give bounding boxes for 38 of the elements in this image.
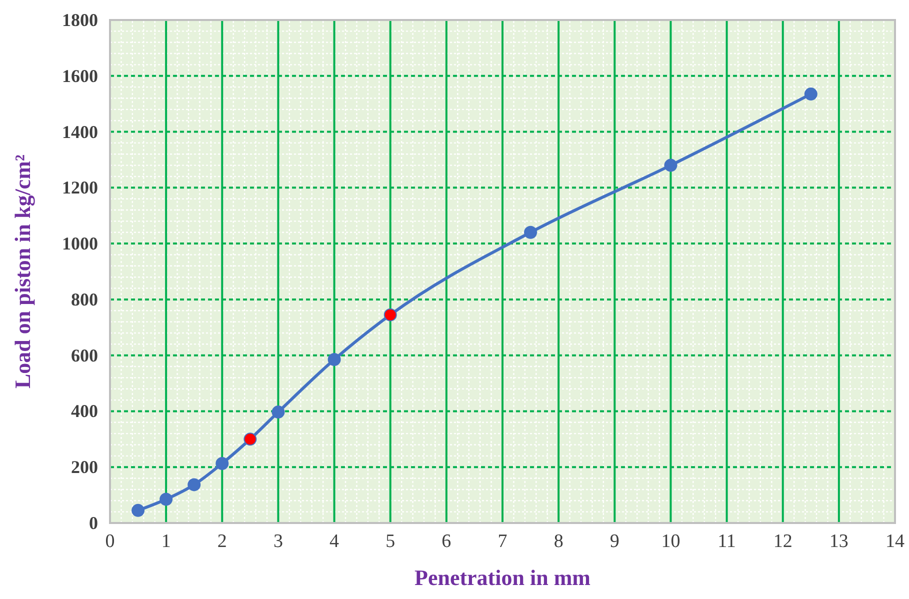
y-tick-label: 0 (89, 513, 98, 533)
point (160, 492, 173, 506)
x-tick-label: 2 (217, 531, 227, 552)
y-tick-label: 1800 (62, 10, 98, 30)
point (328, 353, 341, 366)
x-tick-label: 4 (330, 531, 340, 552)
x-tick-label: 8 (554, 531, 564, 552)
point (132, 504, 145, 517)
point (664, 158, 678, 172)
y-tick-label: 800 (71, 289, 98, 310)
y-tick-label: 400 (71, 401, 98, 422)
y-tick-label: 600 (71, 345, 98, 366)
x-axis-title: Penetration in mm (414, 565, 590, 590)
x-tick-label: 7 (498, 531, 508, 552)
x-tick-label: 10 (661, 531, 680, 552)
x-tick-label: 0 (105, 531, 115, 552)
y-tick-label: 1000 (62, 234, 98, 254)
x-tick-label: 12 (773, 531, 792, 552)
y-tick-label: 200 (71, 457, 98, 478)
y-axis-title: Load on piston in kg/cm² (10, 154, 35, 388)
x-tick-label: 3 (273, 531, 283, 552)
x-tick-label: 9 (610, 531, 620, 552)
x-tick-label: 11 (718, 531, 736, 552)
point (244, 432, 257, 446)
x-tick-label: 13 (829, 531, 848, 552)
point (188, 478, 201, 492)
y-tick-label: 1600 (62, 66, 98, 86)
point (524, 226, 538, 239)
point (804, 88, 818, 101)
point (216, 456, 229, 470)
y-tick-label: 1200 (62, 178, 98, 198)
x-tick-label: 6 (442, 531, 452, 552)
x-tick-label: 5 (386, 531, 396, 552)
point (384, 308, 397, 322)
y-tick-label: 1400 (62, 122, 98, 142)
x-tick-label: 1 (161, 531, 171, 552)
x-tick-label: 14 (886, 531, 905, 552)
point (272, 406, 285, 419)
